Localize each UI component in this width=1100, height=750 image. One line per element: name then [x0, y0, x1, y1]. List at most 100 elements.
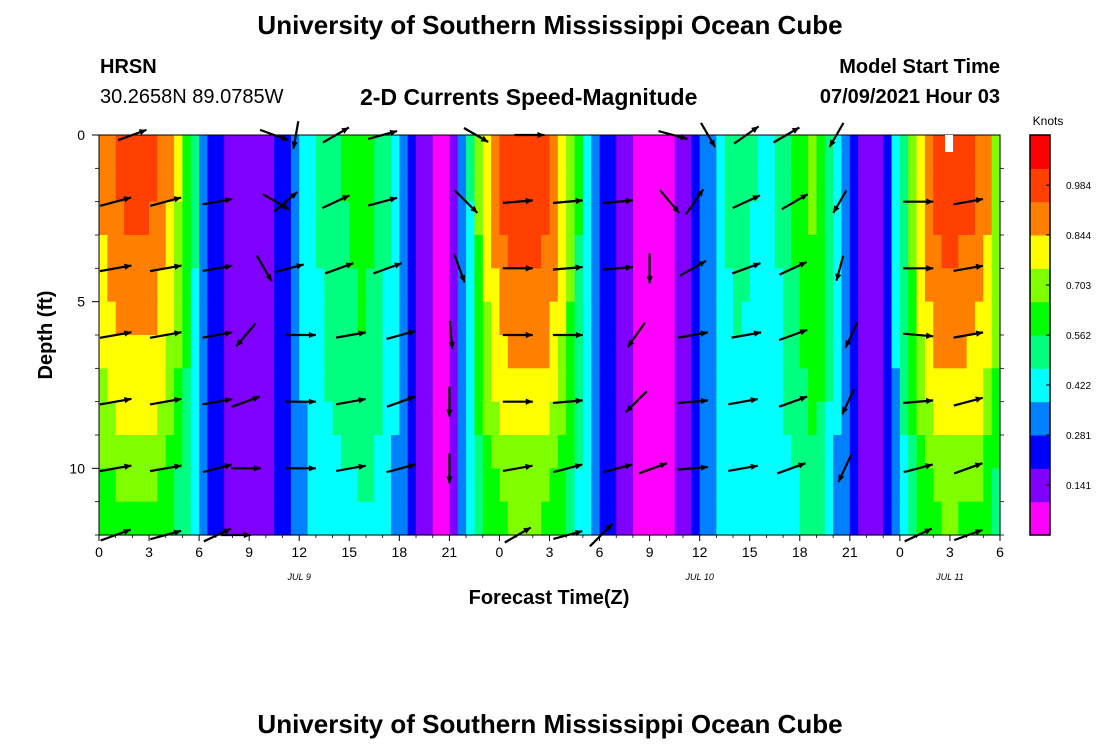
heatmap-cell [482, 201, 492, 236]
current-vector-arrow [626, 322, 646, 348]
heatmap-cell [282, 435, 292, 469]
heatmap-cell [566, 201, 576, 236]
heatmap-cell [582, 235, 592, 269]
heatmap-cell [657, 435, 667, 469]
heatmap-cell [499, 235, 509, 269]
heatmap-cell [332, 235, 342, 269]
heatmap-cell [432, 201, 442, 236]
heatmap-cell [474, 135, 484, 169]
heatmap-cell [574, 135, 584, 169]
heatmap-cell [541, 335, 551, 369]
heatmap-cell [349, 268, 359, 303]
current-vector-arrow [324, 262, 354, 275]
heatmap-cell [733, 401, 742, 436]
heatmap-cell [758, 368, 767, 403]
heatmap-cell [374, 268, 384, 303]
heatmap-cell [749, 201, 759, 236]
heatmap-cell [524, 168, 534, 203]
heatmap-cell [491, 335, 501, 369]
heatmap-cell [174, 435, 184, 469]
heatmap-cell [916, 335, 926, 369]
heatmap-cell [874, 168, 884, 203]
heatmap-cell [149, 201, 158, 236]
heatmap-cell [357, 435, 367, 469]
heatmap-cell [949, 201, 959, 236]
current-vector-arrow [781, 193, 809, 211]
heatmap-cell [974, 201, 984, 236]
heatmap-cell [390, 335, 400, 369]
heatmap-cell [157, 368, 167, 403]
heatmap-cell [332, 401, 342, 436]
heatmap-cell [240, 468, 250, 503]
current-vector-arrow [99, 397, 132, 406]
heatmap-cell [666, 168, 676, 203]
heatmap-cell [165, 335, 175, 369]
heatmap-cell [432, 135, 442, 169]
heatmap-cell [691, 235, 701, 269]
heatmap-cell [407, 335, 417, 369]
heatmap-cell [599, 435, 609, 469]
heatmap-cell [833, 501, 843, 536]
heatmap-cell [315, 135, 325, 169]
heatmap-cell [874, 135, 884, 169]
current-vector-arrow [386, 463, 416, 474]
current-vector-arrow [367, 196, 398, 207]
heatmap-cell [407, 468, 417, 503]
heatmap-cell [340, 135, 350, 169]
heatmap-cell [799, 301, 809, 336]
heatmap-cell [432, 468, 442, 503]
heatmap-cell [557, 468, 567, 503]
heatmap-cell [149, 501, 158, 536]
heatmap-cell [315, 335, 325, 369]
current-vector-arrow [552, 397, 583, 405]
heatmap-cell [466, 435, 476, 469]
heatmap-cell [799, 135, 809, 169]
heatmap-cell [816, 468, 826, 503]
heatmap-cell [758, 201, 767, 236]
heatmap-cell [632, 268, 642, 303]
x-axis-label: Forecast Time(Z) [469, 587, 630, 609]
heatmap-cell [858, 268, 868, 303]
heatmap-cell [699, 235, 709, 269]
heatmap-cell [416, 335, 425, 369]
heatmap-cell [883, 268, 893, 303]
heatmap-cell [808, 468, 818, 503]
heatmap-cell [616, 401, 626, 436]
current-vector-arrow [502, 398, 533, 405]
heatmap-cell [482, 268, 492, 303]
heatmap-cell [532, 435, 542, 469]
heatmap-cell [824, 401, 834, 436]
heatmap-cell [524, 501, 534, 536]
colorbar: 0.984 0.844 0.703 0.562 0.422 0.281 0.141 [1029, 134, 1091, 536]
heatmap-cell [908, 268, 918, 303]
heatmap-cell [716, 368, 726, 403]
heatmap-cell [132, 168, 142, 203]
heatmap-cell [174, 268, 184, 303]
heatmap-cell [541, 135, 551, 169]
heatmap-cell [674, 435, 684, 469]
heatmap-cell [708, 135, 717, 169]
heatmap-cell [491, 368, 501, 403]
heatmap-cell [99, 135, 108, 169]
current-vector-arrow [624, 390, 648, 414]
heatmap-cell [599, 301, 609, 336]
heatmap-cell [574, 435, 584, 469]
current-vector-arrow [552, 197, 583, 205]
heatmap-cell [165, 501, 175, 536]
heatmap-cell [591, 468, 601, 503]
heatmap-cell [190, 368, 200, 403]
heatmap-cell [899, 301, 909, 336]
heatmap-cell [290, 401, 300, 436]
heatmap-cell [232, 401, 242, 436]
heatmap-cell [733, 368, 742, 403]
heatmap-cell [449, 368, 459, 403]
heatmap-cell [949, 401, 959, 436]
heatmap-cell [766, 168, 776, 203]
heatmap-cell [240, 135, 250, 169]
heatmap-cell [315, 301, 325, 336]
heatmap-cell [849, 335, 859, 369]
heatmap-cell [499, 501, 509, 536]
heatmap-cell [182, 201, 192, 236]
heatmap-cell [682, 135, 692, 169]
heatmap-cell [332, 468, 342, 503]
